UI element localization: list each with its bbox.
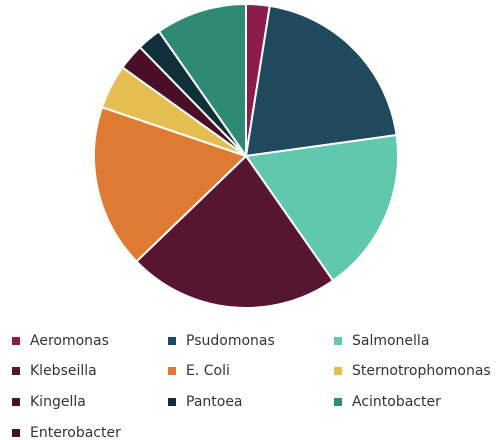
- legend-label: Enterobacter: [30, 425, 121, 440]
- legend-swatch: [12, 337, 20, 345]
- legend-swatch: [12, 398, 20, 406]
- legend-swatch: [12, 367, 20, 375]
- legend-label: E. Coli: [186, 363, 230, 379]
- legend-swatch: [334, 337, 342, 345]
- legend-label: Psudomonas: [186, 333, 275, 349]
- legend-swatch: [168, 398, 176, 406]
- legend-label: Sternotrophomonas: [352, 363, 491, 379]
- legend-label: Pantoea: [186, 394, 243, 410]
- pie-slice: [93, 105, 248, 263]
- pie-slice: [135, 154, 335, 309]
- pie-slice: [244, 4, 398, 158]
- legend-label: Acintobacter: [352, 394, 441, 410]
- legend-swatch: [334, 398, 342, 406]
- legend-swatch: [168, 337, 176, 345]
- legend-label: Kingella: [30, 394, 86, 410]
- legend-label: Klebseilla: [30, 363, 97, 379]
- pie-slice: [157, 2, 247, 160]
- legend-swatch: [334, 367, 342, 375]
- legend-label: Aeromonas: [30, 333, 109, 349]
- legend-label: Salmonella: [352, 333, 429, 349]
- pie-slice: [244, 133, 399, 283]
- legend-swatch: [12, 429, 20, 437]
- legend-swatch: [168, 367, 176, 375]
